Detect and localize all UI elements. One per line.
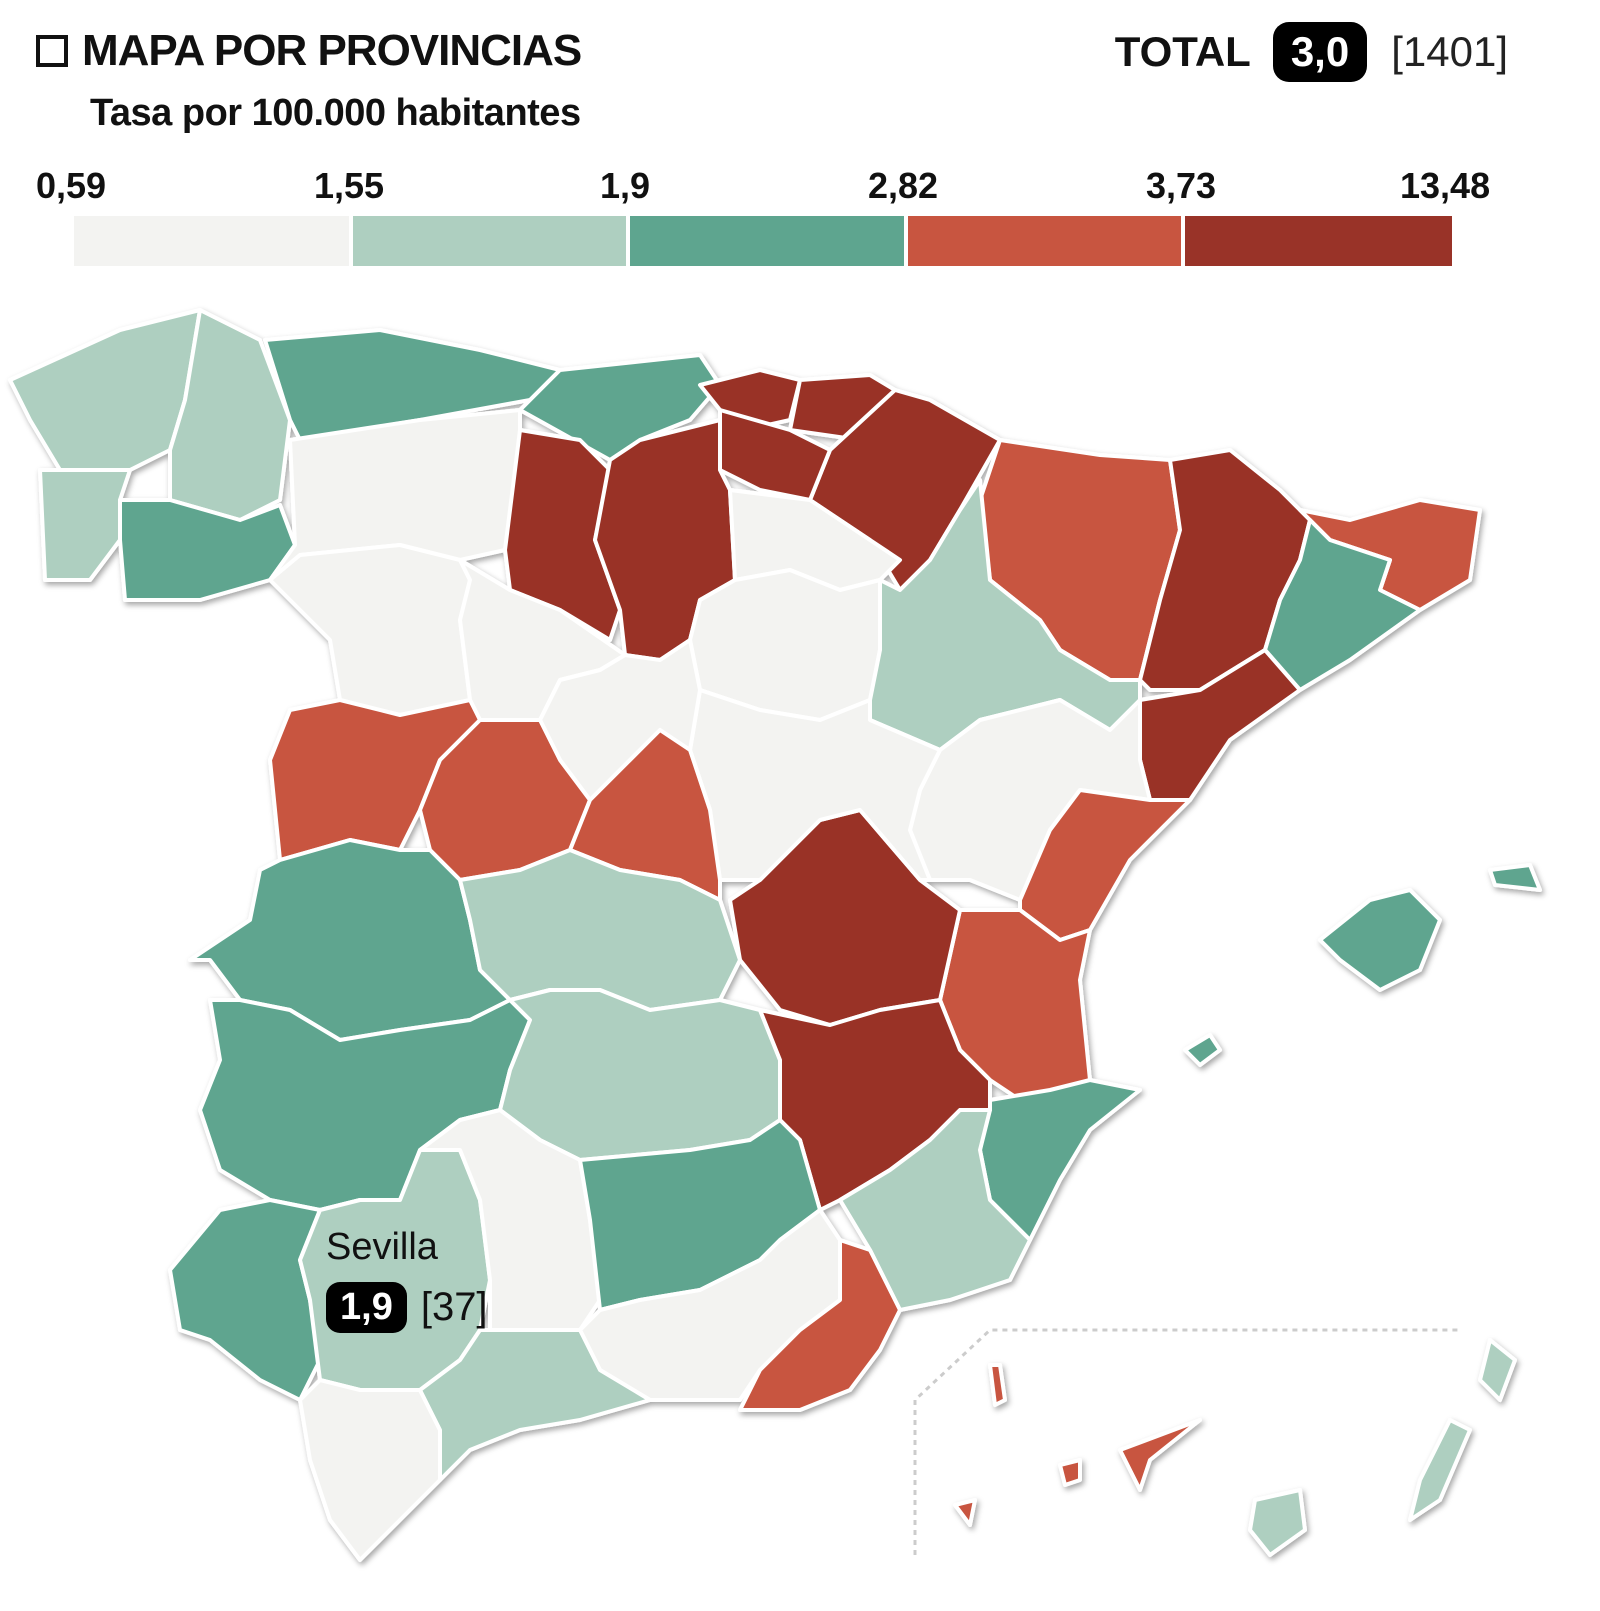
total-count: [1401] — [1391, 28, 1508, 75]
island-region[interactable] — [1478, 1338, 1517, 1402]
island-region[interactable] — [1183, 1033, 1222, 1067]
legend-tick: 1,9 — [600, 165, 651, 206]
legend-color-3 — [908, 216, 1181, 266]
island-region[interactable] — [1488, 863, 1542, 892]
legend-tick: 2,82 — [868, 165, 939, 206]
province-region[interactable] — [738, 1238, 902, 1412]
island-region[interactable] — [953, 1498, 977, 1527]
island-region[interactable] — [1408, 1418, 1472, 1522]
island-region[interactable] — [1118, 1418, 1202, 1492]
legend-color-1 — [353, 216, 626, 266]
legend-tick: 3,73 — [1146, 165, 1217, 206]
province-region[interactable] — [268, 543, 472, 717]
total-label: TOTAL — [1114, 28, 1251, 75]
province-region[interactable] — [418, 1108, 602, 1332]
island-region[interactable] — [1058, 1458, 1082, 1487]
province-region[interactable] — [503, 428, 622, 642]
province-region[interactable] — [1263, 518, 1422, 692]
legend-color-4 — [1185, 216, 1452, 266]
province-region[interactable] — [498, 988, 782, 1162]
legend-tick: 0,59 — [36, 165, 107, 206]
canary-inset-frame — [913, 1328, 1460, 1555]
legend-tick: 1,55 — [314, 165, 385, 206]
province-region[interactable] — [298, 1378, 442, 1562]
square-icon — [36, 35, 68, 67]
title-text: MAPA POR PROVINCIAS — [82, 26, 582, 75]
highlight-rate-badge: 1,9 — [326, 1282, 407, 1333]
province-region[interactable] — [118, 498, 297, 602]
island-region[interactable] — [988, 1363, 1007, 1407]
province-region[interactable] — [38, 468, 132, 582]
subtitle: Tasa por 100.000 habitantes — [90, 92, 581, 134]
legend-color-2 — [630, 216, 904, 266]
province-region[interactable] — [418, 1328, 652, 1482]
highlight-value: 1,9 [37] — [326, 1282, 488, 1333]
legend-tick: 13,48 — [1400, 165, 1491, 206]
total-summary: TOTAL 3,0 [1401] — [1115, 22, 1508, 82]
total-value-badge: 3,0 — [1272, 22, 1368, 82]
title: MAPA POR PROVINCIAS — [36, 26, 582, 76]
highlight-count: [37] — [420, 1285, 488, 1329]
legend-color-0 — [74, 216, 349, 266]
island-region[interactable] — [1318, 888, 1442, 992]
province-region[interactable] — [168, 1198, 322, 1402]
highlight-province-name: Sevilla — [326, 1226, 438, 1268]
island-region[interactable] — [1248, 1488, 1307, 1557]
